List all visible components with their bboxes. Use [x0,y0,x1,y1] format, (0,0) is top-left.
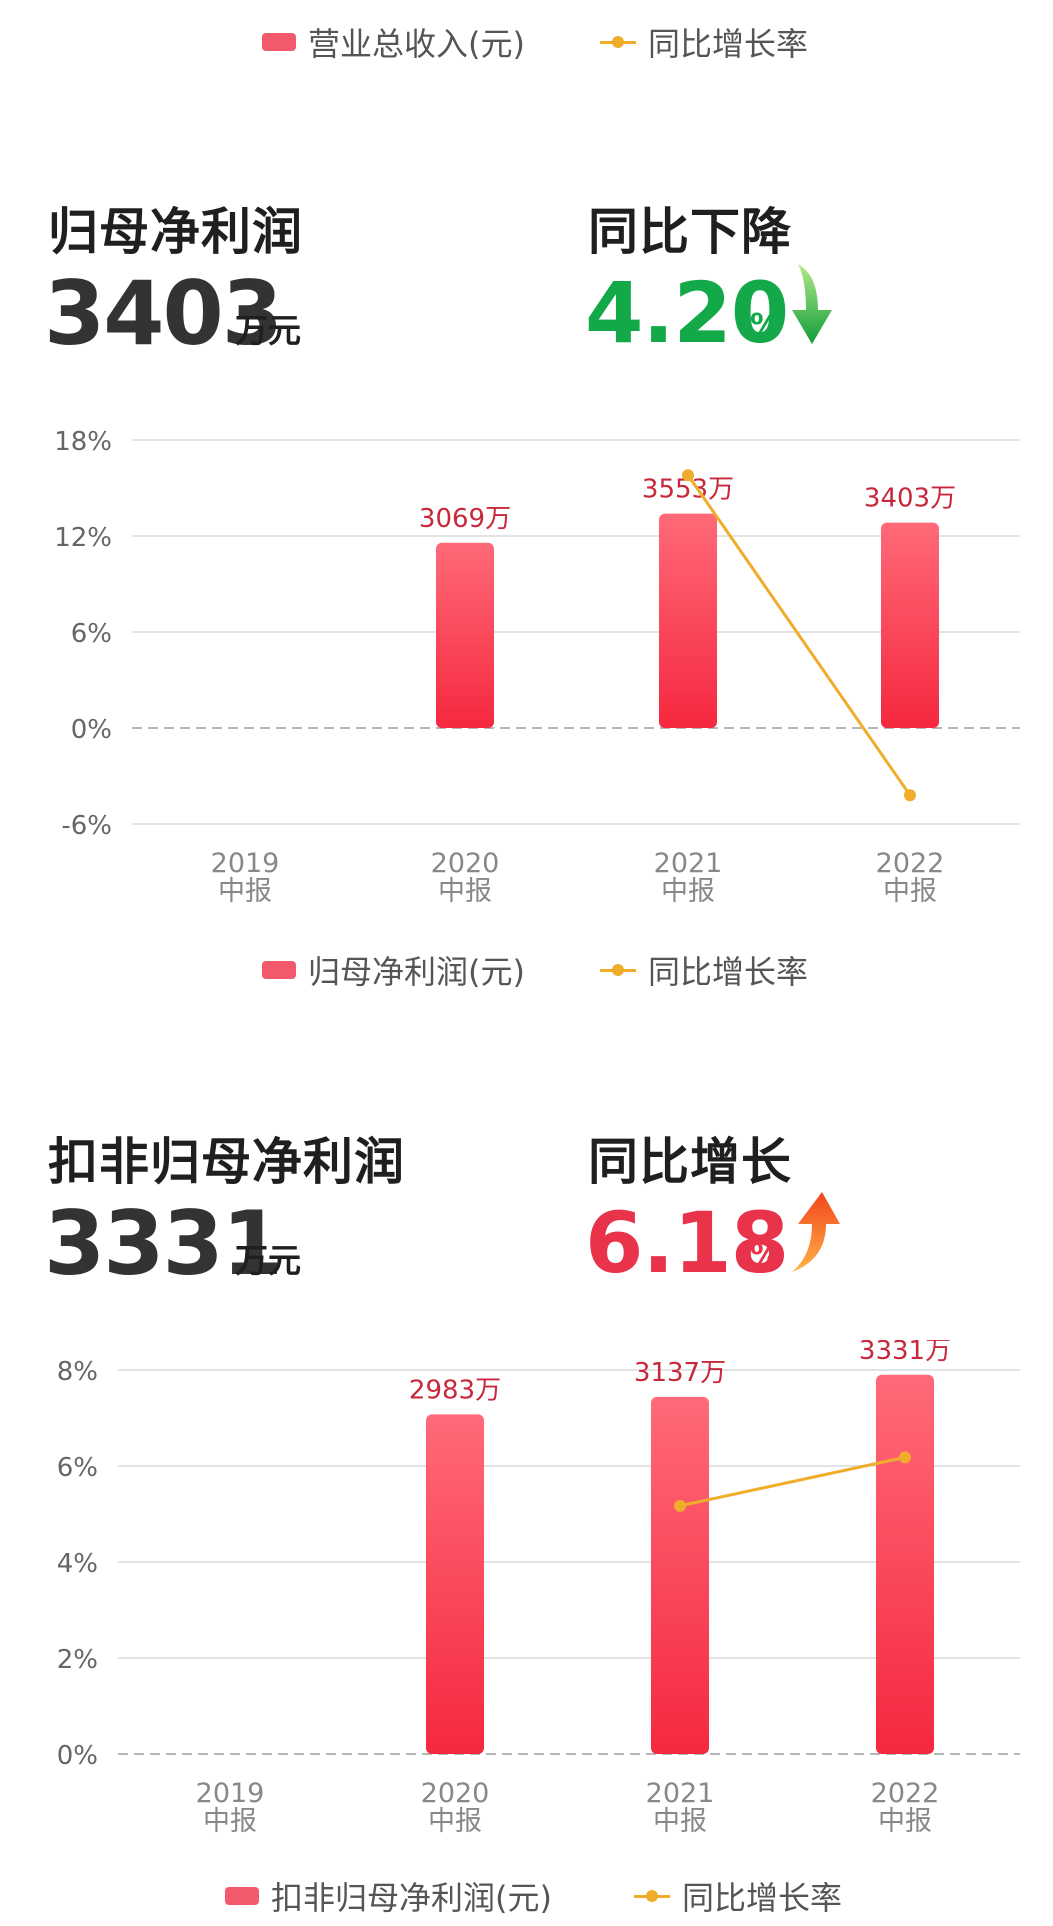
y-axis: 8% 6% 4% 2% 0% [57,1357,98,1771]
x-tick-label: 2020 中报 [421,1778,490,1837]
legend-item-bar[interactable]: 归母净利润(元) [262,940,525,1000]
change-value: 6.18 [585,1194,789,1292]
legend-bar-label: 归母净利润(元) [308,953,525,991]
legend-line-label: 同比增长率 [648,25,809,63]
growth-line [682,469,916,802]
change-unit: % [750,308,781,343]
line-swatch-icon [600,961,636,979]
bar [876,1374,934,1754]
legend-bar-label: 扣非归母净利润(元) [271,1879,552,1917]
change-title: 同比下降 [588,203,792,261]
x-tick-label: 2021 中报 [654,848,723,907]
kpi-unit: 万元 [235,311,301,350]
y-tick-label: 18% [54,427,112,457]
y-tick-label: 6% [57,1453,98,1483]
data-label: 3069万 [419,504,511,534]
data-label: 3403万 [864,484,956,514]
bar [881,522,939,728]
x-axis: 2019 中报 2020 中报 2021 中报 2022 中报 [196,1778,940,1837]
change-title: 同比增长 [588,1133,792,1191]
bar [426,1414,484,1754]
bar [659,513,717,728]
y-tick-label: 4% [57,1549,98,1579]
kpi-value: 3331 [44,1192,283,1295]
kpi-title: 归母净利润 [48,203,303,261]
bar-swatch-icon [262,961,296,979]
legend-bar-label: 营业总收入(元) [308,25,525,63]
growth-point [899,1451,911,1464]
y-tick-label: 0% [71,715,112,745]
data-label: 3137万 [634,1358,726,1388]
y-tick-label: 12% [54,523,112,553]
x-tick-label: 2020 中报 [431,848,500,907]
bars: 2983万 3137万 3331万 [409,1340,951,1754]
growth-point [682,469,694,482]
kpi-value: 3403 [44,262,283,365]
data-label: 2983万 [409,1375,501,1405]
data-label: 3331万 [859,1340,951,1366]
legend-item-bar[interactable]: 扣非归母净利润(元) [225,1866,552,1926]
growth-line-path [686,474,912,797]
y-tick-label: 0% [57,1741,98,1771]
change-value: 4.20 [585,264,789,362]
y-axis: 18% 12% 6% 0% -6% [54,427,112,841]
arrow-down-icon [792,264,832,344]
kpi-unit: 万元 [235,1241,301,1280]
bar-swatch-icon [262,33,296,51]
x-tick-label: 2021 中报 [646,1778,715,1837]
growth-point [674,1499,686,1512]
chart-2: 8% 6% 4% 2% 0% 2983万 3137万 3331万 2019 中报 202… [57,1340,1020,1837]
kpi-title: 扣非归母净利润 [48,1133,405,1191]
x-tick-label: 2022 中报 [871,1778,940,1837]
y-tick-label: 2% [57,1645,98,1675]
legend-item-bar[interactable]: 营业总收入(元) [262,12,525,72]
growth-point [904,789,916,802]
y-tick-label: 8% [57,1357,98,1387]
legend-item-line[interactable]: 同比增长率 [634,1866,842,1926]
chart-2-legend: 扣非归母净利润(元) 同比增长率 [0,1866,1053,1926]
x-tick-label: 2019 中报 [196,1778,265,1837]
arrow-up-icon [792,1192,840,1272]
chart-1-legend: 归母净利润(元) 同比增长率 [0,940,1053,1000]
x-axis: 2019 中报 2020 中报 2021 中报 2022 中报 [211,848,945,907]
change-unit: % [750,1238,781,1273]
y-tick-label: 6% [71,619,112,649]
top-legend: 营业总收入(元) 同比增长率 [0,12,1053,72]
line-swatch-icon [634,1887,670,1905]
bar [651,1396,709,1754]
y-tick-label: -6% [61,811,112,841]
growth-line-path [679,1455,906,1508]
grid-lines [132,439,1020,825]
x-tick-label: 2022 中报 [876,848,945,907]
legend-line-label: 同比增长率 [648,953,809,991]
legend-line-label: 同比增长率 [682,1879,843,1917]
bar-swatch-icon [225,1887,259,1905]
x-tick-label: 2019 中报 [211,848,280,907]
legend-item-line[interactable]: 同比增长率 [600,940,808,1000]
line-swatch-icon [600,33,636,51]
legend-item-line[interactable]: 同比增长率 [600,12,808,72]
growth-line [674,1451,911,1512]
bar [436,542,494,728]
